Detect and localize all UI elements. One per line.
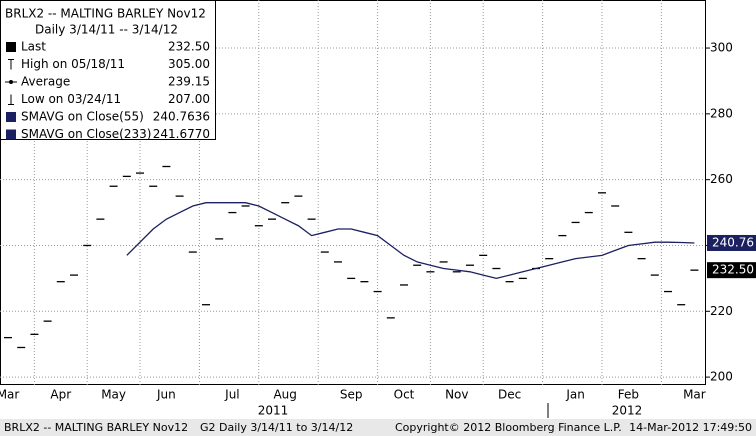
footer-text: 14-Mar-2012 17:49:50	[629, 421, 752, 434]
x-tick-label: Jul	[224, 388, 239, 402]
legend-label: Low on 03/24/11	[21, 92, 121, 106]
footer-band	[0, 419, 756, 436]
x-tick-label: Feb	[618, 388, 639, 402]
legend-value: 240.7636	[153, 110, 210, 124]
legend-value: 207.00	[168, 92, 210, 106]
legend-label: Last	[21, 40, 46, 54]
legend-label: SMAVG on Close(233)	[21, 127, 151, 141]
y-tick-label: 200	[710, 370, 733, 384]
legend-value: 232.50	[168, 40, 210, 54]
legend-value: 239.15	[168, 75, 210, 89]
legend-box	[0, 0, 216, 140]
footer-text: BRLX2 -- MALTING BARLEY Nov12	[4, 421, 188, 434]
x-tick-label: Nov	[445, 388, 468, 402]
end-label-box	[707, 262, 756, 279]
y-tick-label: 220	[710, 304, 733, 318]
year-label: 2012	[612, 404, 643, 418]
x-tick-label: Dec	[498, 388, 521, 402]
y-tick-label: 260	[710, 172, 733, 186]
moving-average-line	[126, 202, 695, 280]
legend-label: SMAVG on Close(55)	[21, 110, 144, 124]
footer-text: Copyright© 2012 Bloomberg Finance L.P.	[395, 421, 622, 434]
x-tick-label: Apr	[50, 388, 71, 402]
y-tick-label: 280	[710, 106, 733, 120]
x-tick-label: Jun	[156, 388, 176, 402]
legend-subtitle: Daily 3/14/11 -- 3/14/12	[35, 23, 178, 37]
legend-icon	[6, 129, 16, 140]
x-tick-label: Mar	[0, 388, 19, 402]
end-label: 240.76	[712, 235, 754, 249]
x-tick-label: May	[101, 388, 126, 402]
end-label-box	[707, 234, 756, 251]
end-label: 232.50	[712, 263, 754, 277]
x-tick-label: Jan	[565, 388, 585, 402]
legend-value: 241.6770	[153, 127, 210, 141]
y-tick-label: 300	[710, 41, 733, 55]
year-label: 2011	[258, 404, 289, 418]
x-tick-label: Oct	[394, 388, 415, 402]
legend-icon	[6, 112, 16, 122]
plot-frame	[0, 0, 706, 385]
legend-label: High on 05/18/11	[21, 57, 125, 71]
legend-icon	[6, 42, 16, 52]
legend-icon	[9, 80, 13, 84]
x-tick-label: Sep	[340, 388, 363, 402]
x-tick-label: Mar	[683, 388, 706, 402]
footer-text: G2 Daily 3/14/11 to 3/14/12	[200, 421, 353, 434]
x-tick-label: Aug	[273, 388, 296, 402]
legend-title: BRLX2 -- MALTING BARLEY Nov12	[5, 7, 206, 21]
legend-value: 305.00	[168, 57, 210, 71]
legend-label: Average	[21, 75, 70, 89]
